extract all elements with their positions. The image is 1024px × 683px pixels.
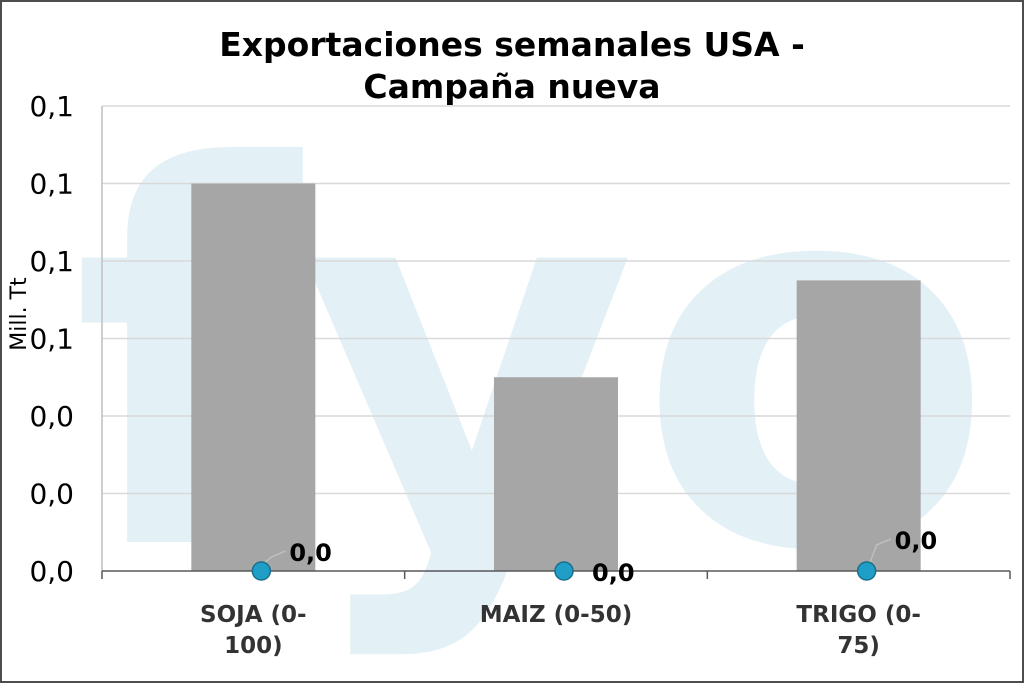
y-tick-label: 0,1 <box>29 245 74 278</box>
data-label: 0,0 <box>592 559 635 587</box>
bar <box>191 183 316 571</box>
chart-text: 0,0 0,0 0,0 0,1 0,1 0,1 0,1 0,0 0,0 0,0 Exportacio… <box>7 25 937 659</box>
x-tick-label: TRIGO (0- <box>796 602 920 628</box>
data-marker <box>251 561 272 581</box>
y-tick-label: 0,0 <box>29 478 74 511</box>
y-tick-label: 0,1 <box>29 323 74 356</box>
x-tick-label: 75) <box>837 633 880 659</box>
data-label: 0,0 <box>895 527 938 555</box>
x-tick-label: 100) <box>224 633 283 659</box>
y-tick-label: 0,0 <box>29 400 74 433</box>
x-tick-label: MAIZ (0-50) <box>480 602 633 628</box>
y-tick-label: 0,1 <box>29 168 74 201</box>
markers <box>251 538 891 581</box>
data-label: 0,0 <box>289 539 332 567</box>
x-tick-label: SOJA (0- <box>200 602 307 628</box>
y-tick-label: 0,0 <box>29 555 74 588</box>
data-marker <box>856 561 877 581</box>
chart-title-line: Campaña nueva <box>363 67 660 106</box>
data-marker <box>554 561 574 581</box>
chart-title-line: Exportaciones semanales USA - <box>219 25 805 64</box>
bar <box>796 280 921 571</box>
leader-line <box>868 538 891 564</box>
bar <box>494 377 618 571</box>
bars <box>191 183 921 571</box>
y-tick-label: 0,1 <box>29 90 74 123</box>
leader-line <box>263 550 286 564</box>
y-axis-label: Mill. Tt <box>7 277 32 351</box>
